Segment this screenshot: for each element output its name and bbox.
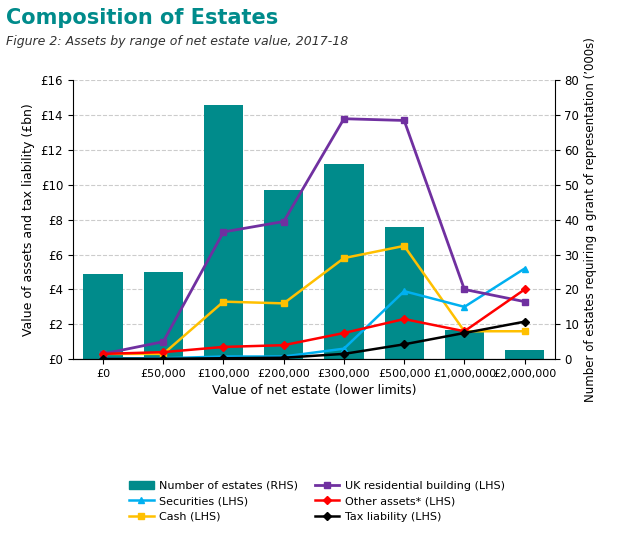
Bar: [385, 227, 424, 359]
Bar: [84, 274, 122, 359]
Bar: [445, 330, 484, 359]
Bar: [204, 105, 243, 359]
Bar: [264, 190, 303, 359]
Text: Composition of Estates: Composition of Estates: [6, 8, 278, 28]
Bar: [144, 272, 183, 359]
X-axis label: Value of net estate (lower limits): Value of net estate (lower limits): [212, 384, 416, 397]
Text: Figure 2: Assets by range of net estate value, 2017-18: Figure 2: Assets by range of net estate …: [6, 35, 349, 48]
Legend: Number of estates (RHS), Securities (LHS), Cash (LHS), UK residential building (: Number of estates (RHS), Securities (LHS…: [126, 477, 508, 525]
Bar: [505, 351, 544, 359]
Y-axis label: Value of assets and tax liability (£bn): Value of assets and tax liability (£bn): [22, 103, 35, 336]
Bar: [325, 164, 363, 359]
Y-axis label: Number of estates requiring a grant of representation (’000s): Number of estates requiring a grant of r…: [583, 38, 597, 402]
